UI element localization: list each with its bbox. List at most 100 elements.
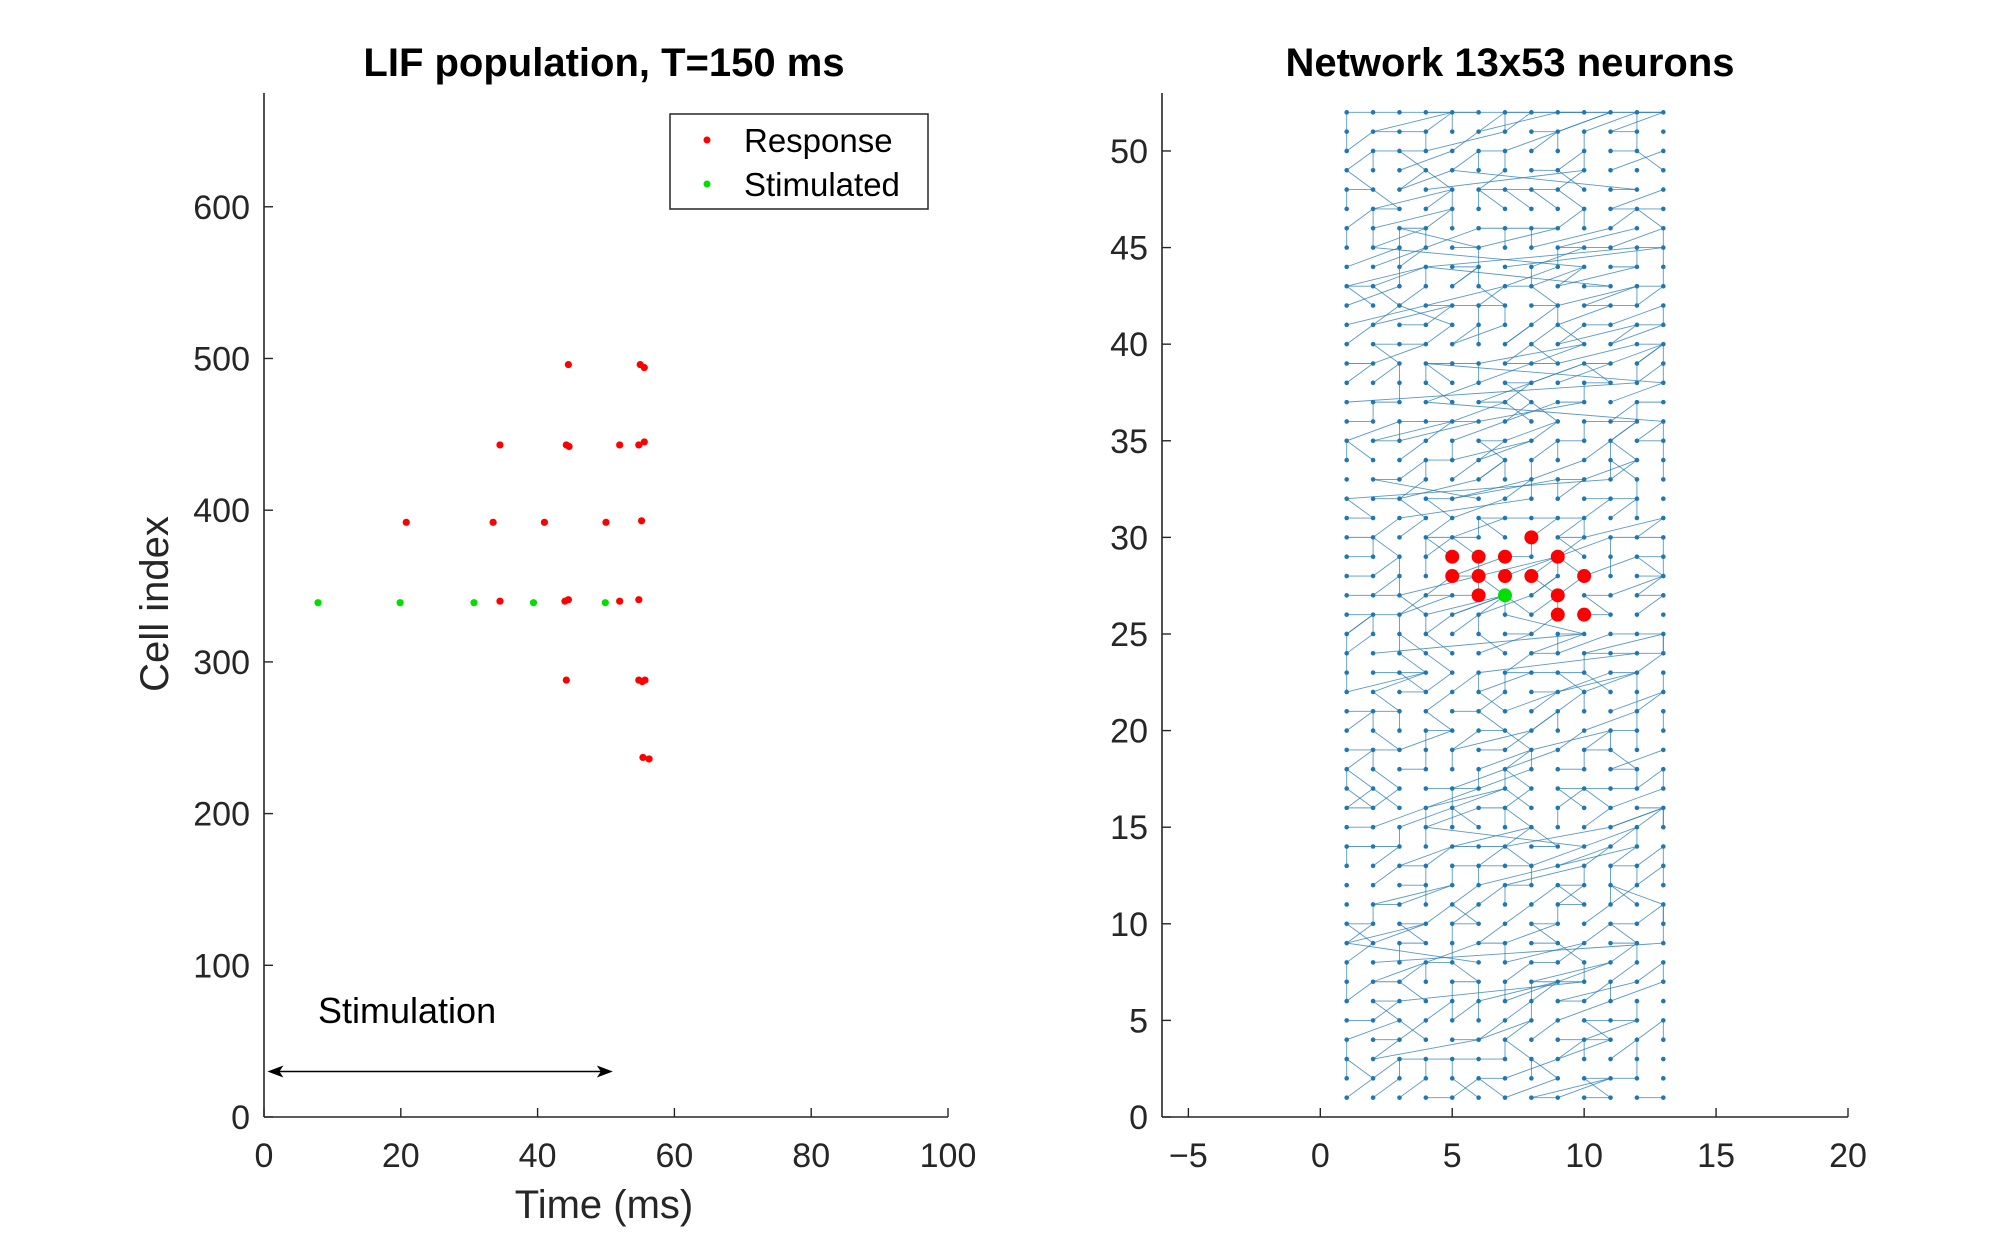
network-edge xyxy=(1504,1000,1532,1021)
network-node xyxy=(1370,496,1376,502)
network-edge xyxy=(1531,421,1559,442)
network-node xyxy=(1476,496,1481,502)
network-node xyxy=(1661,921,1666,927)
network-edge xyxy=(1478,710,1506,731)
network-node xyxy=(1608,670,1613,675)
network-edge xyxy=(1372,478,1479,500)
network-edge xyxy=(1557,266,1585,287)
network-node xyxy=(1449,129,1455,134)
network-node xyxy=(1555,283,1561,289)
network-node xyxy=(1344,457,1349,463)
network-edge xyxy=(1425,633,1453,654)
neuron-response xyxy=(1498,549,1512,564)
network-node xyxy=(1397,110,1402,115)
network-edge xyxy=(1583,904,1611,925)
network-node xyxy=(1555,535,1561,540)
network-node xyxy=(1423,1076,1429,1081)
network-node xyxy=(1555,361,1561,366)
network-edge xyxy=(1504,343,1532,364)
network-node xyxy=(1397,689,1402,695)
network-x-tick-label: 10 xyxy=(1565,1137,1603,1175)
network-node xyxy=(1502,728,1508,733)
network-node xyxy=(1449,515,1455,521)
network-node xyxy=(1529,593,1534,598)
network-edge xyxy=(1584,633,1664,654)
network-node xyxy=(1634,554,1640,559)
network-node xyxy=(1581,245,1587,250)
network-node xyxy=(1634,341,1640,347)
network-node xyxy=(1634,380,1640,386)
spike-response xyxy=(635,596,643,604)
network-edge xyxy=(1636,768,1664,789)
spike-response xyxy=(641,676,649,684)
network-node xyxy=(1397,979,1402,985)
network-node xyxy=(1476,303,1481,308)
network-node xyxy=(1344,515,1349,521)
network-node xyxy=(1423,940,1429,946)
network-edge xyxy=(1636,575,1664,596)
network-node xyxy=(1397,1056,1402,1062)
network-edge xyxy=(1478,633,1506,654)
network-node xyxy=(1502,148,1508,154)
network-edge xyxy=(1478,691,1506,712)
network-node xyxy=(1423,341,1429,347)
network-edge xyxy=(1372,208,1453,229)
network-node xyxy=(1449,940,1455,946)
network-node xyxy=(1529,612,1534,617)
network-node xyxy=(1449,1037,1455,1043)
neuron-response xyxy=(1577,607,1592,622)
network-node xyxy=(1634,129,1640,134)
network-plot-area: −5 0 5 10 15 20 0 5 10 15 20 25 30 35 40 45 50 xyxy=(1110,93,1867,1175)
network-node xyxy=(1529,1076,1534,1081)
network-edge xyxy=(1399,846,1453,867)
network-edge xyxy=(1636,343,1664,364)
raster-y-tick-label: 500 xyxy=(193,340,250,378)
legend-marker-response xyxy=(703,136,711,144)
network-node xyxy=(1423,979,1429,985)
network-edge xyxy=(1425,594,1506,616)
network-node xyxy=(1555,322,1561,328)
network-node xyxy=(1476,1056,1481,1062)
network-node xyxy=(1529,1037,1534,1043)
network-edge xyxy=(1425,1000,1453,1021)
network-node xyxy=(1423,747,1429,753)
network-edge xyxy=(1583,440,1611,461)
network-edge xyxy=(1610,440,1638,461)
network-node xyxy=(1397,940,1402,946)
network-edge xyxy=(1399,1020,1427,1041)
network-node xyxy=(1608,747,1613,753)
network-node xyxy=(1423,728,1429,733)
network-node xyxy=(1423,631,1429,637)
network-edge xyxy=(1346,440,1374,461)
network-node xyxy=(1370,979,1376,985)
raster-ylabel: Cell index xyxy=(133,516,177,692)
network-node xyxy=(1397,651,1402,656)
network-node xyxy=(1370,283,1376,289)
network-node xyxy=(1661,341,1666,347)
stimulation-arrow-head-left xyxy=(267,1065,284,1078)
network-node xyxy=(1370,728,1376,733)
network-node xyxy=(1529,805,1534,811)
network-edge xyxy=(1372,189,1400,210)
network-node xyxy=(1581,728,1587,733)
network-node xyxy=(1397,245,1402,250)
network-edge xyxy=(1531,846,1585,867)
network-edge xyxy=(1557,942,1585,963)
network-node xyxy=(1661,110,1666,115)
network-edge xyxy=(1372,807,1427,828)
network-node xyxy=(1529,341,1534,347)
network-node xyxy=(1370,322,1376,328)
network-node xyxy=(1423,245,1429,250)
network-node xyxy=(1529,1018,1534,1023)
network-node xyxy=(1555,419,1561,424)
network-node xyxy=(1581,129,1587,134)
network-y-tick-label: 25 xyxy=(1110,616,1148,654)
network-edge xyxy=(1399,962,1427,983)
network-edge xyxy=(1557,537,1585,558)
network-node xyxy=(1449,303,1455,308)
network-edge xyxy=(1531,131,1559,152)
network-node xyxy=(1423,708,1429,714)
stimulation-label: Stimulation xyxy=(318,990,496,1031)
network-edge xyxy=(1425,652,1453,673)
network-node xyxy=(1608,341,1613,347)
